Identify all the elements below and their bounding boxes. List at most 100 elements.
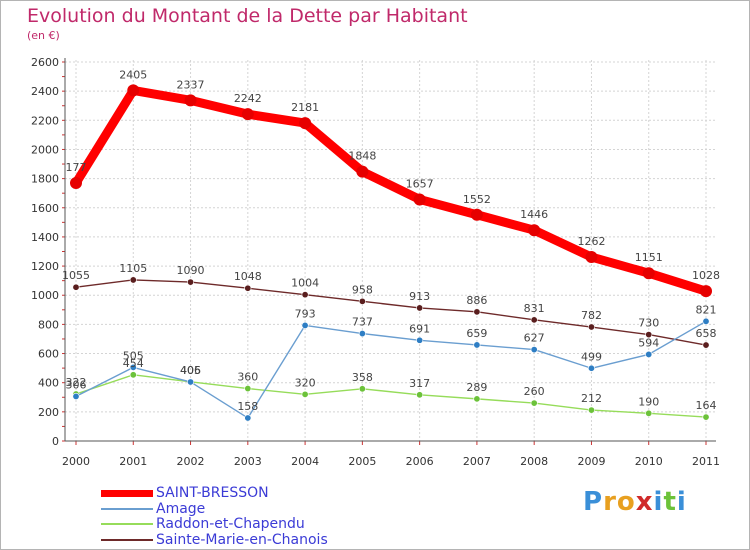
data-point xyxy=(530,316,538,324)
data-label: 1048 xyxy=(234,270,262,283)
data-point xyxy=(356,165,369,178)
data-label: 260 xyxy=(524,385,545,398)
data-label: 2181 xyxy=(291,101,319,114)
data-label: 454 xyxy=(123,357,144,370)
data-label: 306 xyxy=(66,378,87,391)
y-tick-label: 1600 xyxy=(31,202,59,215)
data-label: 406 xyxy=(180,364,201,377)
y-tick-label: 1400 xyxy=(31,231,59,244)
data-point xyxy=(587,406,595,414)
x-tick-label: 2002 xyxy=(177,455,205,468)
data-label: 317 xyxy=(409,377,430,390)
data-point xyxy=(129,371,137,379)
data-point xyxy=(645,350,653,358)
y-tick-label: 2200 xyxy=(31,114,59,127)
y-tick-label: 1000 xyxy=(31,289,59,302)
data-label: 913 xyxy=(409,290,430,303)
data-label-layer: 1055 1105 1090 1048 1004 958 913 886 831 782 730 65… xyxy=(62,68,720,413)
data-point xyxy=(129,363,137,371)
data-label: 320 xyxy=(295,376,316,389)
logo-letter: x xyxy=(635,487,654,517)
logo-letter: r xyxy=(603,487,617,517)
data-label: 737 xyxy=(352,316,373,329)
series-line-raddon-et-chapendu xyxy=(75,374,707,418)
data-point xyxy=(301,291,309,299)
legend-item-saint-bresson[interactable]: SAINT-BRESSON xyxy=(101,485,269,501)
data-label: 886 xyxy=(466,294,487,307)
data-point xyxy=(587,364,595,372)
data-label: 322 xyxy=(66,376,87,389)
data-point xyxy=(184,94,197,107)
legend-item-amage[interactable]: Amage xyxy=(101,501,205,517)
data-label: 158 xyxy=(237,400,258,413)
data-label: 958 xyxy=(352,283,373,296)
data-point xyxy=(416,391,424,399)
data-label: 1028 xyxy=(692,269,720,282)
data-point xyxy=(358,330,366,338)
chart-subtitle: (en €) xyxy=(27,29,60,42)
y-tick-label: 2600 xyxy=(31,56,59,69)
logo-letter: t xyxy=(663,487,677,517)
data-point xyxy=(530,346,538,354)
data-label: 2405 xyxy=(119,68,147,81)
data-point xyxy=(702,317,710,325)
data-label: 190 xyxy=(638,395,659,408)
data-label: 730 xyxy=(638,317,659,330)
data-label: 177 xyxy=(66,161,87,174)
data-point xyxy=(241,108,254,121)
data-point xyxy=(301,390,309,398)
data-label: 793 xyxy=(295,307,316,320)
data-point xyxy=(645,331,653,339)
data-point xyxy=(358,297,366,305)
data-label: 1848 xyxy=(348,150,376,163)
data-label: 1262 xyxy=(577,235,605,248)
legend-swatch xyxy=(101,539,153,541)
data-label: 212 xyxy=(581,392,602,405)
y-tick-label: 1800 xyxy=(31,173,59,186)
data-point xyxy=(642,267,655,280)
series-line-saint-bresson xyxy=(71,85,711,296)
data-point xyxy=(358,385,366,393)
logo-letter: i xyxy=(653,487,664,517)
data-point xyxy=(416,336,424,344)
data-point xyxy=(473,341,481,349)
data-label: 658 xyxy=(696,327,717,340)
y-tick-label: 2000 xyxy=(31,143,59,156)
data-label: 499 xyxy=(581,350,602,363)
data-label: 164 xyxy=(696,399,717,412)
legend-item-sainte-marie-en-chanois[interactable]: Sainte-Marie-en-Chanois xyxy=(101,532,328,548)
legend-item-raddon-et-chapendu[interactable]: Raddon-et-Chapendu xyxy=(101,516,305,532)
y-tick-label: 400 xyxy=(38,377,59,390)
data-point xyxy=(473,308,481,316)
data-label: 405 xyxy=(180,364,201,377)
data-point xyxy=(127,84,140,97)
series-layer xyxy=(70,84,712,422)
y-tick-label: 2400 xyxy=(31,85,59,98)
data-label: 1446 xyxy=(520,208,548,221)
legend-swatch xyxy=(101,489,153,497)
data-label: 1090 xyxy=(177,264,205,277)
data-label: 782 xyxy=(581,309,602,322)
series-line-sainte-marie-en-chanois xyxy=(75,279,707,346)
data-point xyxy=(645,409,653,417)
data-point xyxy=(587,323,595,331)
data-label: 659 xyxy=(466,327,487,340)
data-point xyxy=(585,251,598,264)
data-point xyxy=(244,385,252,393)
data-point xyxy=(129,276,137,284)
data-point xyxy=(244,414,252,422)
x-tick-label: 2000 xyxy=(62,455,90,468)
legend-swatch xyxy=(101,523,153,525)
data-point xyxy=(413,193,426,206)
data-label: 289 xyxy=(466,381,487,394)
x-tick-label: 2008 xyxy=(520,455,548,468)
data-point xyxy=(72,283,80,291)
x-tick-label: 2003 xyxy=(234,455,262,468)
data-label: 627 xyxy=(524,332,545,345)
axis-layer: 0 200 400 600 800 1000 1200 1400 1600 1800 2000 220… xyxy=(31,56,720,468)
logo-letter: P xyxy=(583,487,604,517)
data-label: 1151 xyxy=(635,251,663,264)
data-point xyxy=(70,176,82,189)
data-point xyxy=(530,399,538,407)
